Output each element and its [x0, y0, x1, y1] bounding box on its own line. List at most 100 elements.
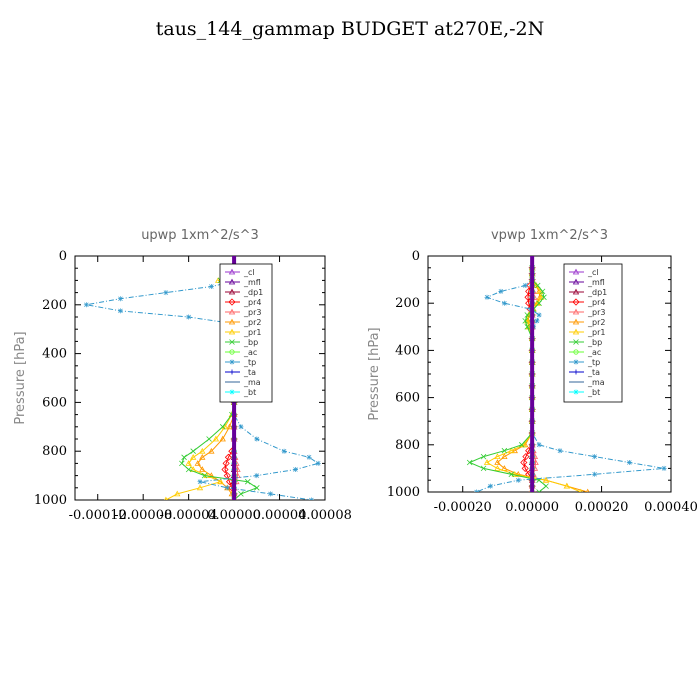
data-point-bp	[508, 471, 515, 478]
legend: _cl_mfl_dp1_pr4_pr3_pr2_pr1_bp_ac_tp_ta_…	[219, 263, 273, 403]
series-line-tp	[86, 268, 320, 500]
data-point-tp	[534, 318, 540, 324]
legend-marker	[228, 328, 236, 335]
data-point-bp	[179, 460, 185, 467]
data-point-bp	[543, 483, 549, 489]
legend-marker	[229, 369, 235, 375]
data-point-tp	[306, 454, 312, 460]
data-point-bp	[522, 318, 528, 324]
legend-marker	[572, 308, 580, 315]
legend-label: _pr3	[243, 308, 261, 317]
data-point-bp	[219, 424, 226, 430]
legend-marker	[572, 298, 580, 306]
data-point-pr4	[225, 478, 234, 486]
data-point-tp	[208, 284, 214, 289]
x-tick-label: 0.00040	[644, 500, 698, 515]
data-point-pr1	[578, 488, 583, 492]
data-point-pr2	[494, 459, 501, 465]
data-point-pr1	[164, 496, 168, 500]
y-tick-label: 600	[42, 395, 67, 410]
data-point-pr4	[522, 453, 530, 461]
data-point-tp	[254, 436, 260, 442]
legend-label: _cl	[243, 268, 255, 277]
legend-label: _bp	[587, 338, 602, 347]
legend-label: _ta	[243, 368, 256, 377]
legend-marker	[572, 328, 580, 335]
data-point-pr2	[194, 460, 201, 466]
data-point-bp	[536, 489, 542, 492]
chart-panel-vpwp: vpwp 1xm^2/s^3 Pressure [hPa] 0 200 400 600 80…	[367, 228, 698, 515]
data-point-tp	[484, 294, 490, 300]
data-point-pr1	[494, 465, 501, 471]
legend-marker	[228, 298, 236, 306]
data-point-bp	[501, 447, 508, 454]
data-point-bp	[185, 466, 192, 473]
legend-marker	[228, 308, 236, 315]
plot-frame	[74, 255, 326, 501]
data-point-pr1	[196, 484, 204, 491]
data-point-tp	[515, 477, 521, 483]
data-point-tp	[498, 288, 504, 294]
data-point-tp	[117, 308, 123, 314]
legend-marker	[573, 369, 579, 375]
chart-title: vpwp 1xm^2/s^3	[491, 228, 608, 243]
y-tick-label: 800	[395, 438, 420, 453]
data-point-tp	[661, 465, 667, 471]
data-point-pr4	[222, 459, 230, 467]
legend-label: _mfl	[587, 278, 605, 287]
data-point-tp	[501, 300, 507, 306]
data-point-pr4	[520, 458, 528, 467]
data-point-pr1	[174, 490, 181, 497]
legend-marker	[572, 268, 580, 275]
data-point-bp	[181, 454, 187, 461]
y-tick-label: 200	[42, 298, 67, 313]
data-point-tp	[592, 471, 598, 477]
data-point-pr2	[585, 488, 590, 492]
data-point-tp	[238, 424, 244, 430]
legend-label: _ac	[587, 348, 601, 357]
data-point-tp	[83, 302, 89, 308]
legend-marker	[572, 318, 580, 325]
legend-marker	[573, 389, 579, 395]
data-point-pr1	[508, 447, 515, 454]
y-tick-label: 0	[59, 249, 67, 264]
data-point-tp	[224, 485, 230, 491]
legend-marker	[572, 288, 580, 295]
legend-label: _pr4	[243, 298, 261, 307]
data-point-pr2	[501, 453, 508, 459]
legend-box	[219, 263, 273, 403]
data-point-bp	[466, 459, 473, 466]
data-point-bp	[524, 324, 531, 330]
data-point-bp	[480, 453, 487, 460]
data-point-tp	[522, 283, 528, 288]
y-axis-label: Pressure [hPa]	[13, 331, 28, 424]
data-point-pr1	[483, 459, 491, 465]
y-tick-label: 400	[395, 343, 420, 358]
legend-label: _pr3	[587, 308, 605, 317]
legend-label: _ma	[587, 378, 605, 387]
data-point-tp	[267, 491, 273, 497]
legend-marker	[229, 339, 235, 345]
page-title: taus_144_gammap BUDGET at270E,-2N	[155, 18, 545, 40]
data-point-bp	[206, 436, 212, 442]
data-point-tp	[308, 497, 314, 500]
y-tick-label: 800	[42, 444, 67, 459]
legend-marker	[228, 278, 236, 285]
legend-label: _pr2	[587, 318, 605, 327]
legend-label: _ta	[587, 368, 600, 377]
data-point-pr1	[542, 476, 550, 483]
data-point-pr2	[226, 423, 233, 430]
legend-label: _ma	[243, 378, 261, 387]
data-point-pr1	[494, 453, 501, 459]
data-point-pr1	[185, 460, 192, 466]
data-point-bp	[541, 294, 547, 301]
data-point-tp	[536, 312, 542, 318]
x-tick-label: -0.00008	[114, 508, 172, 523]
data-point-pr4	[221, 465, 229, 474]
legend-marker	[229, 389, 235, 395]
plot-frame	[427, 255, 672, 493]
legend-label: _cl	[587, 268, 599, 277]
data-point-bp	[539, 288, 546, 295]
data-point-pr1	[563, 482, 571, 489]
data-point-bp	[536, 300, 542, 306]
